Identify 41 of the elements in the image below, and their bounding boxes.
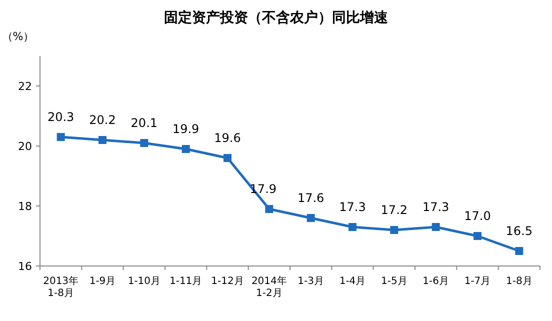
data-label: 17.3 [339, 200, 366, 214]
point [265, 205, 274, 213]
point [182, 145, 190, 153]
y-tick-label: 16 [18, 260, 32, 273]
data-label: 20.2 [89, 113, 116, 127]
point [474, 232, 482, 240]
x-tick-label: 1-11月 [169, 276, 202, 287]
chart-title: 固定资产投资（不含农户）同比增速 [164, 9, 389, 26]
x-tick-label: 2014年 1-2月 [251, 275, 287, 299]
point [140, 139, 148, 147]
point [432, 223, 440, 231]
y-tick-label: 20 [18, 140, 32, 153]
x-tick-label: 1-5月 [380, 276, 408, 287]
point [98, 136, 106, 144]
point [224, 154, 232, 162]
x-tick-label: 1-7月 [464, 276, 491, 287]
data-label: 17.0 [464, 209, 491, 223]
data-label: 20.1 [130, 116, 158, 130]
x-tick-label: 1-6月 [422, 276, 450, 287]
x-tick-label: 1-9月 [89, 276, 116, 287]
point [56, 133, 65, 141]
point [390, 226, 398, 234]
point [306, 214, 315, 222]
x-tick-label: 1-3月 [298, 276, 324, 287]
data-label: 17.3 [422, 200, 450, 214]
data-label: 17.2 [380, 203, 408, 217]
x-tick-label: 1-4月 [339, 276, 366, 287]
point [348, 223, 356, 231]
y-tick-label: 22 [18, 80, 32, 93]
y-tick-label: 18 [18, 200, 32, 213]
x-tick-label: 2013年 1-8月 [43, 275, 79, 299]
data-label: 17.6 [297, 191, 324, 205]
x-tick-label: 1-8月 [506, 276, 532, 287]
data-label: 16.5 [506, 224, 533, 238]
data-label: 19.9 [172, 122, 200, 136]
point [515, 247, 524, 255]
data-label: 19.6 [214, 131, 241, 145]
data-label: 20.3 [47, 110, 74, 124]
y-axis-title: （%） [2, 30, 34, 43]
x-tick-label: 1-12月 [211, 276, 244, 287]
x-tick-label: 1-10月 [128, 276, 161, 287]
